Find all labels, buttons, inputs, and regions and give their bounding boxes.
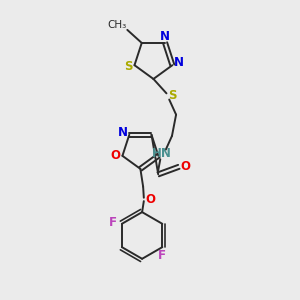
Text: N: N [159, 30, 170, 43]
Text: O: O [180, 160, 190, 172]
Text: O: O [111, 148, 121, 162]
Text: N: N [174, 56, 184, 69]
Text: S: S [124, 60, 133, 73]
Text: F: F [158, 249, 166, 262]
Text: F: F [109, 216, 117, 229]
Text: CH₃: CH₃ [107, 20, 127, 30]
Text: HN: HN [152, 147, 172, 160]
Text: S: S [168, 89, 177, 102]
Text: O: O [145, 193, 155, 206]
Text: N: N [117, 126, 128, 139]
